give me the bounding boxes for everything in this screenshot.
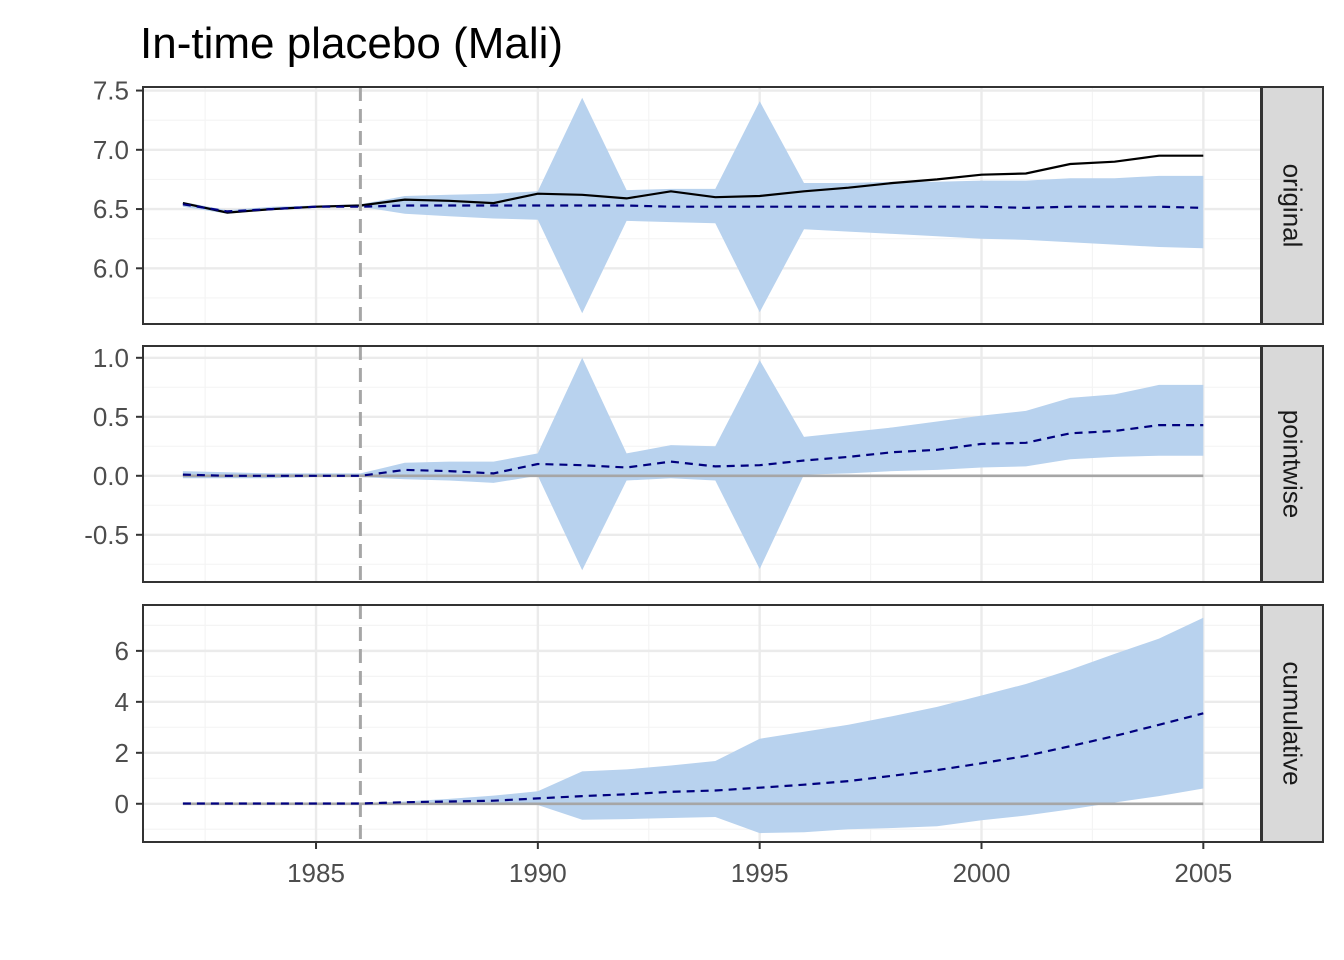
panel-marks: [182, 357, 1204, 571]
y-tick-label: -0.5: [84, 520, 129, 550]
series-counterfactual-mean: [182, 424, 1204, 477]
band-pointwise: [182, 357, 1204, 571]
panel-original: 6.0 6.5 7.0 7.5 original: [93, 76, 1324, 325]
x-tick-label: 2005: [1174, 858, 1232, 888]
panel-cumulative: 0 2 4 6 cumulative: [115, 604, 1324, 843]
strip-pointwise: [1261, 345, 1324, 583]
y-tick-label: 6: [115, 636, 129, 666]
series-counterfactual-mean: [182, 712, 1204, 805]
y-tick-label: 6.0: [93, 253, 129, 283]
strip-original: [1261, 86, 1324, 325]
y-tick-label: 6.5: [93, 194, 129, 224]
x-tick-label: 1985: [287, 858, 345, 888]
band-original: [182, 97, 1204, 314]
panel-marks: [182, 617, 1204, 834]
y-tick-label: 7.5: [93, 76, 129, 106]
y-tick-label: 0.0: [93, 461, 129, 491]
y-tick-label: 2: [115, 738, 129, 768]
y-tick-label: 7.0: [93, 135, 129, 165]
chart-title: In-time placebo (Mali): [140, 19, 563, 68]
strip-label-original: original: [1278, 164, 1308, 248]
strip-label-cumulative: cumulative: [1278, 661, 1308, 785]
x-tick-label: 2000: [953, 858, 1011, 888]
strip-label-pointwise: pointwise: [1278, 410, 1308, 518]
x-tick-label: 1995: [731, 858, 789, 888]
strip-cumulative: [1261, 604, 1324, 843]
chart-panels: 6.0 6.5 7.0 7.5 original -0.5 0.0 0.5 1.0 pointwi…: [84, 76, 1324, 888]
band-cumulative: [182, 617, 1204, 834]
y-tick-label: 4: [115, 687, 129, 717]
y-tick-label: 0.5: [93, 402, 129, 432]
y-tick-label: 1.0: [93, 343, 129, 373]
panel-pointwise: -0.5 0.0 0.5 1.0 pointwise: [84, 343, 1324, 583]
x-tick-label: 1990: [509, 858, 567, 888]
series-counterfactual-mean: [182, 203, 1204, 213]
y-tick-label: 0: [115, 789, 129, 819]
panel-marks: [182, 97, 1204, 314]
